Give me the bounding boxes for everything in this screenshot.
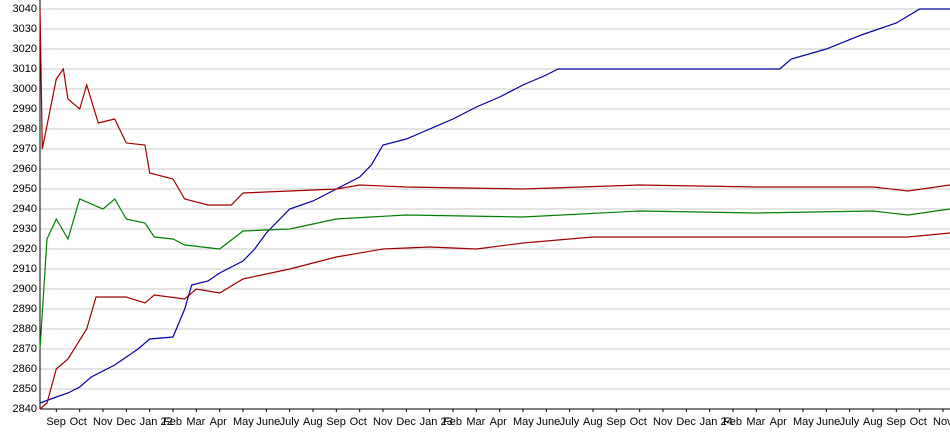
x-tick-label: Apr <box>210 416 227 428</box>
x-tick-label: Mar <box>186 416 205 428</box>
x-tick-label: May <box>513 416 534 428</box>
x-tick-label: Feb <box>723 416 742 428</box>
y-tick-label: 2980 <box>13 123 37 135</box>
y-tick-label: 2970 <box>13 143 37 155</box>
y-tick-label: 2860 <box>13 363 37 375</box>
x-tick-label: Oct <box>70 416 87 428</box>
x-tick-label: June <box>256 416 280 428</box>
x-tick-label: Feb <box>443 416 462 428</box>
x-tick-label: Sep <box>886 416 906 428</box>
plot-area <box>40 0 950 410</box>
y-tick-label: 3010 <box>13 63 37 75</box>
series-line <box>39 232 950 410</box>
x-tick-label: Nov <box>373 416 393 428</box>
y-tick-label: 2920 <box>13 243 37 255</box>
x-tick-label: Nov <box>653 416 673 428</box>
y-tick-label: 2910 <box>13 263 37 275</box>
y-tick-label: 2940 <box>13 203 37 215</box>
x-tick-label: Sep <box>46 416 66 428</box>
x-tick-label: Jan 22 <box>140 416 173 428</box>
y-tick-label: 2850 <box>13 383 37 395</box>
x-tick-label: June <box>536 416 560 428</box>
y-tick-label: 2870 <box>13 343 37 355</box>
y-tick-label: 2950 <box>13 183 37 195</box>
x-tick-label: July <box>280 416 300 428</box>
x-tick-label: July <box>560 416 580 428</box>
x-tick-label: Oct <box>630 416 647 428</box>
x-tick-label: Apr <box>770 416 787 428</box>
y-tick-label: 2990 <box>13 103 37 115</box>
x-tick-label: Oct <box>910 416 927 428</box>
x-tick-label: July <box>840 416 860 428</box>
x-tick-label: Aug <box>303 416 323 428</box>
y-tick-label: 3020 <box>13 43 37 55</box>
y-tick-label: 3040 <box>13 3 37 15</box>
x-tick-label: May <box>233 416 254 428</box>
x-tick-label: Sep <box>326 416 346 428</box>
y-tick-label: 2900 <box>13 283 37 295</box>
x-tick-label: Feb <box>163 416 182 428</box>
x-tick-label: Dec <box>676 416 696 428</box>
x-tick-label: May <box>793 416 814 428</box>
y-tick-label: 2880 <box>13 323 37 335</box>
x-tick-label: Dec <box>116 416 136 428</box>
x-tick-label: Mar <box>466 416 485 428</box>
x-tick-label: Nov <box>933 416 950 428</box>
y-tick-label: 2890 <box>13 303 37 315</box>
x-tick-label: Apr <box>490 416 507 428</box>
x-tick-label: Sep <box>606 416 626 428</box>
y-tick-label: 2960 <box>13 163 37 175</box>
x-tick-label: Mar <box>746 416 765 428</box>
x-tick-label: Dec <box>396 416 416 428</box>
x-tick-label: Aug <box>583 416 603 428</box>
series-line <box>39 8 950 206</box>
x-tick-label: Jan 23 <box>420 416 453 428</box>
series-line <box>39 198 950 350</box>
x-tick-label: Oct <box>350 416 367 428</box>
y-tick-label: 2840 <box>13 403 37 415</box>
y-tick-label: 2930 <box>13 223 37 235</box>
x-tick-label: June <box>816 416 840 428</box>
x-tick-label: Aug <box>863 416 883 428</box>
y-tick-label: 3030 <box>13 23 37 35</box>
y-tick-label: 3000 <box>13 83 37 95</box>
x-tick-label: Nov <box>93 416 113 428</box>
x-tick-label: Jan 24 <box>700 416 733 428</box>
